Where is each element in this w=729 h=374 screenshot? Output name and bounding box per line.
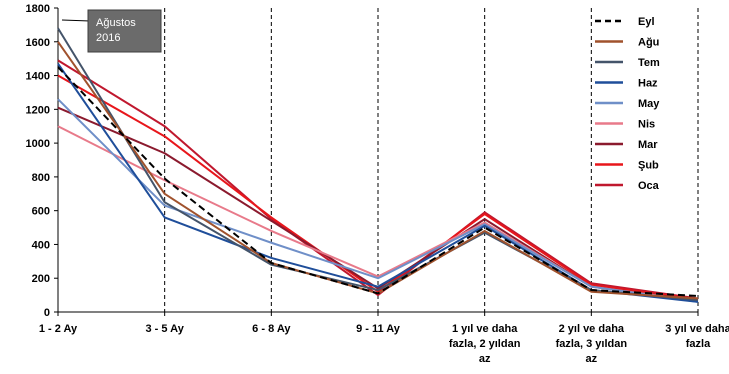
y-tick-label: 800 [32,172,50,184]
callout-text: 2016 [96,32,120,44]
legend: Eyl Ağu Tem Haz May Nis Mar Şub Oca [595,16,660,192]
legend-label: Eyl [638,16,655,28]
series-line-Şub [57,74,699,301]
y-tick-label: 400 [32,239,50,251]
y-tick-label: 1200 [26,104,50,116]
axes [54,7,699,316]
callout-text: Ağustos [96,17,136,29]
legend-label: Nis [638,119,655,131]
legend-label: May [638,98,660,110]
x-tick-label: 1 yıl ve daha fazla, 2 yıldan az [449,323,521,365]
legend-label: Oca [638,180,660,192]
series-line-May [57,98,699,303]
x-tick-label: 9 - 11 Ay [356,323,401,335]
x-tick-label: 6 - 8 Ay [252,323,291,335]
x-tick-label: 1 - 2 Ay [39,323,78,335]
series-line-Oca [57,59,699,300]
x-tick-labels: 1 - 2 Ay 3 - 5 Ay 6 - 8 Ay 9 - 11 Ay 1 yıl v… [39,323,729,365]
y-tick-labels: 0 200 400 600 800 1000 1200 1400 1600 1800 [26,3,50,319]
y-tick-label: 0 [44,307,50,319]
y-tick-label: 1400 [26,71,50,83]
vertical-gridlines [164,8,699,312]
x-tick-label: 2 yıl ve daha fazla, 3 yıldan az [556,323,628,365]
callout-box [87,9,162,53]
y-tick-label: 1800 [26,3,50,15]
series-line-Eyl [57,66,699,297]
callout-annotation: Ağustos 2016 [61,9,162,53]
legend-label: Ağu [638,37,659,49]
legend-label: Tem [638,57,660,69]
legend-label: Haz [638,78,658,90]
x-tick-label: 3 yıl ve daha fazla [665,323,729,350]
series-lines [57,27,699,303]
y-tick-label: 1000 [26,138,50,150]
y-tick-label: 600 [32,206,50,218]
legend-label: Şub [638,160,659,172]
y-tick-label: 200 [32,273,50,285]
callout-leader [61,19,91,22]
legend-label: Mar [638,139,658,151]
x-tick-label: 3 - 5 Ay [146,323,185,335]
y-tick-label: 1600 [26,37,50,49]
